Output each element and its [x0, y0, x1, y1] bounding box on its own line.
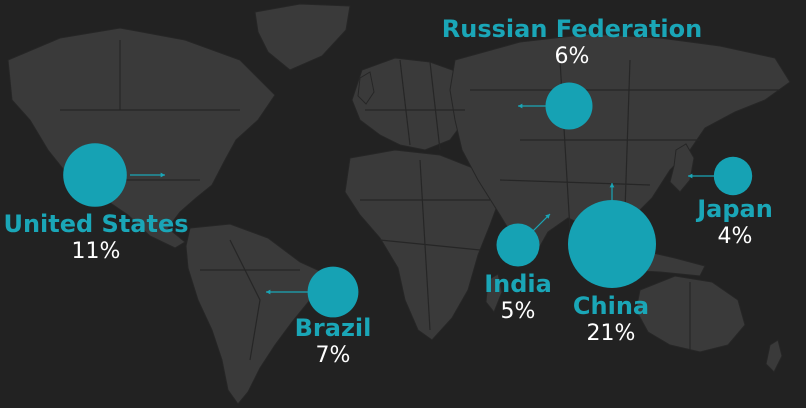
country-name: Brazil [294, 314, 372, 342]
bubble-united-states [63, 143, 127, 207]
arrowhead-brazil [266, 289, 271, 295]
country-name: Japan [697, 195, 773, 223]
country-value: 7% [315, 343, 351, 368]
country-value: 5% [500, 299, 536, 324]
continents-layer [7, 3, 791, 405]
bubbles-layer [63, 82, 753, 318]
new-zealand-landmass [765, 339, 783, 373]
madagascar-landmass [485, 273, 503, 313]
country-value: 6% [554, 44, 590, 69]
country-value: 21% [586, 321, 636, 346]
country-value: 11% [71, 239, 121, 264]
japan-landmass [669, 143, 695, 193]
africa-landmass [344, 149, 501, 341]
bubble-russian-federation [545, 82, 593, 130]
arrowhead-japan [688, 173, 693, 179]
label-china: China 21% [573, 292, 649, 348]
label-russian-federation: Russian Federation 6% [442, 15, 702, 71]
label-japan: Japan 4% [697, 195, 773, 251]
label-india: India 5% [484, 270, 552, 326]
bubble-japan [713, 156, 753, 196]
label-brazil: Brazil 7% [295, 314, 372, 370]
arrowhead-united-states [160, 172, 165, 178]
country-name: United States [3, 210, 189, 238]
country-name: India [484, 270, 552, 298]
arrowhead-india [545, 214, 550, 219]
country-value: 4% [717, 224, 753, 249]
arrowhead-russian-federation [518, 103, 523, 109]
south-america-landmass [185, 223, 323, 405]
asia-landmass [449, 33, 791, 256]
country-name: China [572, 292, 650, 320]
greenland-landmass [254, 3, 351, 71]
bubble-china [568, 200, 656, 288]
bubble-brazil [307, 266, 359, 318]
bubble-india [496, 223, 540, 267]
country-name: Russian Federation [441, 15, 703, 43]
arrows-layer [130, 103, 714, 295]
label-united-states: United States 11% [3, 210, 188, 266]
uk-landmass [357, 71, 375, 105]
arrowhead-china [609, 183, 615, 188]
